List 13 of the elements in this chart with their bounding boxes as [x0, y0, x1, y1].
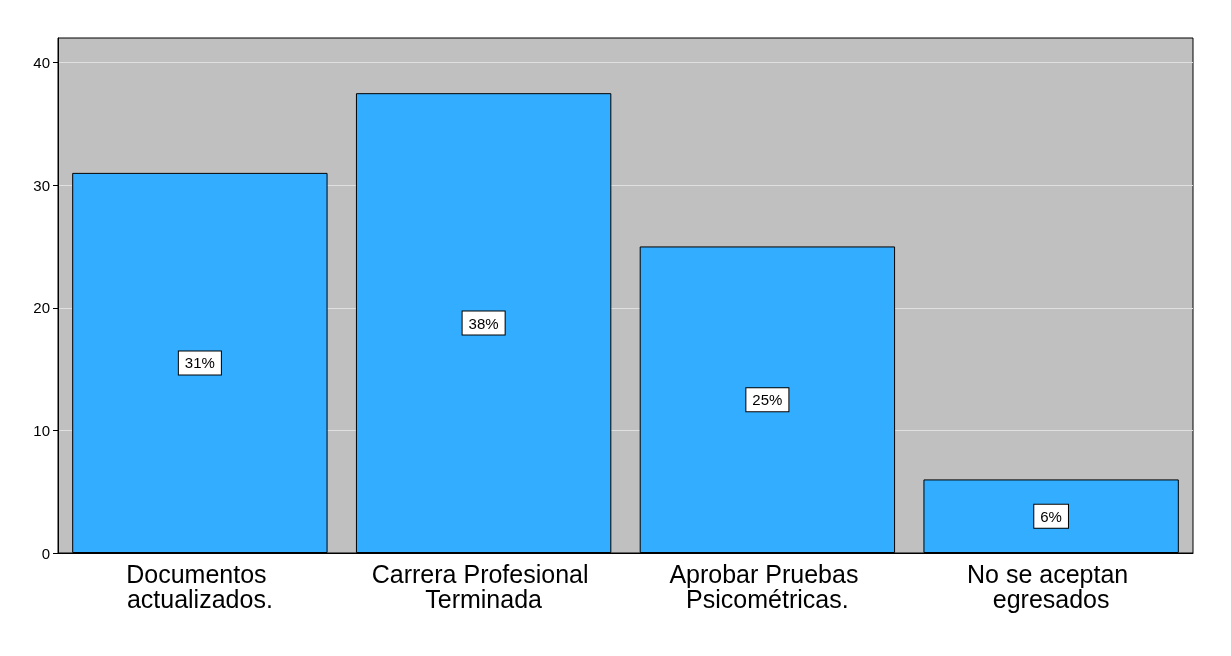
y-tick-label: 20: [33, 299, 50, 317]
y-tick-label: 30: [33, 176, 50, 194]
data-label: 25%: [752, 391, 783, 409]
x-tick-label: Aprobar Pruebas Psicométricas.: [669, 559, 866, 613]
y-tick-label: 40: [33, 54, 50, 72]
y-tick-label: 10: [33, 421, 50, 439]
data-label: 31%: [184, 354, 215, 372]
x-tick-label: Documentos actualizados.: [126, 559, 274, 613]
y-tick-label: 0: [41, 544, 50, 562]
x-tick-label: No se aceptan egresados: [967, 559, 1136, 613]
x-tick-label: Carrera Profesional Terminada: [371, 559, 596, 613]
data-label: 38%: [468, 314, 499, 332]
data-label: 6%: [1040, 507, 1062, 525]
